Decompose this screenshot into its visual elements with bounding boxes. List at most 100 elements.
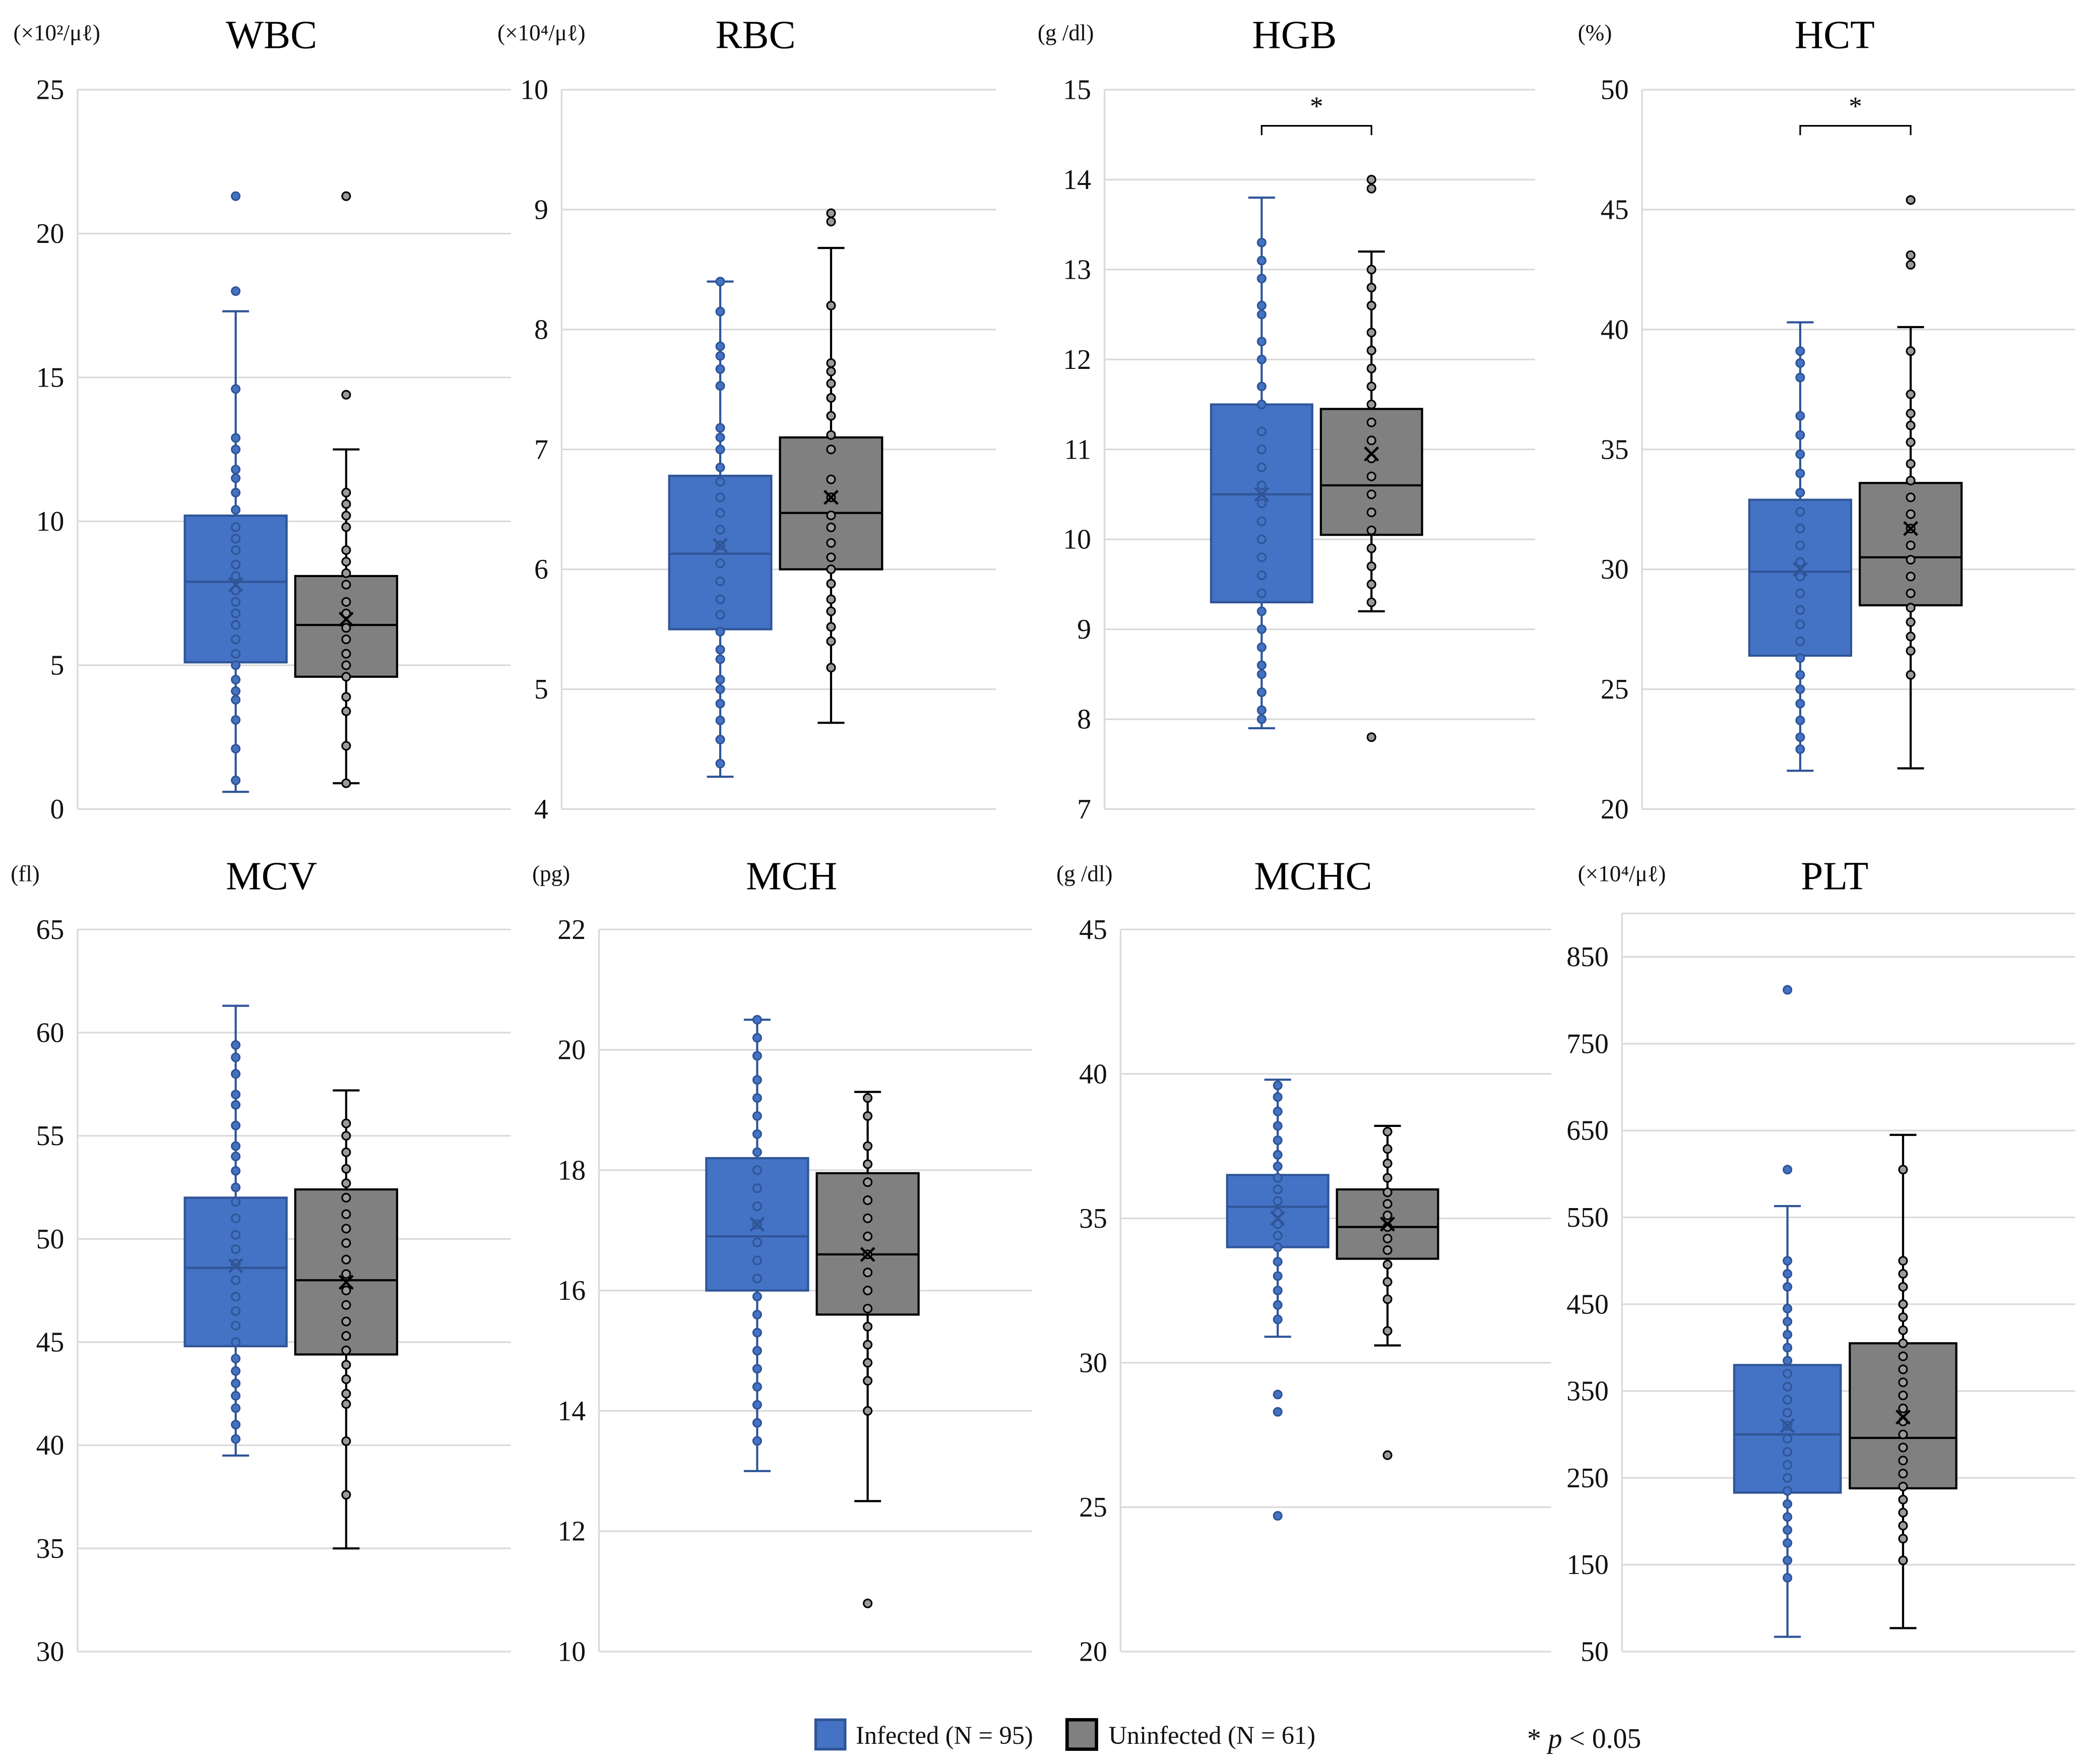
uninfected-data-point: [341, 522, 351, 532]
uninfected-data-point: [1898, 1364, 1908, 1374]
infected-data-point: [752, 1183, 762, 1193]
uninfected-data-point: [1898, 1403, 1908, 1414]
infected-data-point: [231, 1354, 241, 1364]
infected-data-point: [752, 1382, 762, 1392]
uninfected-data-point: [341, 692, 351, 702]
infected-data-point: [1783, 1330, 1793, 1340]
uninfected-data-point: [1366, 471, 1376, 481]
y-tick-label: 25: [1079, 1492, 1107, 1523]
infected-data-point: [715, 364, 725, 374]
mean-marker-stroke: [1792, 561, 1808, 577]
uninfected-data-point: [863, 1177, 873, 1187]
infected-data-point: [1256, 237, 1267, 247]
uninfected-data-point: [341, 1254, 351, 1265]
infected-data-point: [752, 1418, 762, 1428]
infected-data-point: [1273, 1081, 1283, 1091]
infected-data-point: [1256, 445, 1267, 455]
infected-data-point: [1795, 524, 1805, 534]
infected-data-point: [1795, 572, 1805, 582]
infected-data-point: [715, 423, 725, 433]
panel-wbc: WBC (×10²/μℓ) 0 5 10 15 20 25: [14, 13, 511, 825]
series-infected: [1210, 196, 1313, 729]
uninfected-data-point: [863, 1321, 873, 1332]
infected-data-point: [715, 576, 725, 586]
infected-data-point: [231, 1230, 241, 1240]
mean-marker: [228, 1258, 243, 1274]
infected-data-point: [1256, 337, 1267, 347]
infected-data-point: [752, 1291, 762, 1302]
infected-data-point: [1256, 498, 1267, 509]
infected-data-point: [1256, 480, 1267, 490]
uninfected-data-point: [1366, 382, 1376, 392]
infected-data-point: [1783, 1408, 1793, 1418]
infected-data-point: [1256, 624, 1267, 635]
y-axis-unit: (%): [1578, 20, 1612, 45]
uninfected-data-point: [1366, 363, 1376, 373]
uninfected-data-point: [1366, 417, 1376, 427]
significance-note: * p < 0.05: [1527, 1723, 1641, 1754]
uninfected-data-point: [1906, 588, 1916, 598]
infected-data-point: [1256, 570, 1267, 581]
y-tick-label: 55: [36, 1120, 65, 1152]
infected-data-point: [752, 1075, 762, 1085]
infected-data-point: [1795, 588, 1805, 598]
infected-data-point: [1795, 540, 1805, 550]
y-tick-label: 7: [1077, 794, 1091, 825]
infected-data-point: [231, 1052, 241, 1062]
y-tick-label: 12: [1063, 344, 1091, 375]
infected-data-point: [1783, 1434, 1793, 1444]
infected-data-point: [1273, 1300, 1283, 1310]
uninfected-data-point: [341, 556, 351, 566]
uninfected-data-point: [341, 1209, 351, 1219]
uninfected-data-point: [1366, 435, 1376, 446]
y-tick-label: 250: [1566, 1463, 1609, 1494]
infected-data-point: [1273, 1135, 1283, 1146]
infected-data-point: [752, 1328, 762, 1338]
uninfected-data-point: [341, 1389, 351, 1399]
y-tick-label: 9: [1077, 614, 1091, 645]
y-tick-label: 40: [1601, 314, 1629, 345]
infected-data-point: [1783, 1460, 1793, 1470]
y-tick-label: 4: [534, 794, 548, 825]
infected-data-point: [1256, 354, 1267, 364]
uninfected-data-point: [1898, 1507, 1908, 1518]
uninfected-data-point: [863, 1303, 873, 1313]
uninfected-data-point: [826, 379, 836, 389]
infected-data-point: [715, 306, 725, 317]
infected-data-point: [752, 1436, 762, 1446]
uninfected-data-point: [1906, 389, 1916, 399]
uninfected-data-point: [1366, 579, 1376, 589]
y-tick-label: 30: [1079, 1347, 1107, 1378]
infected-data-point: [1273, 1196, 1283, 1206]
infected-data-point: [1256, 606, 1267, 616]
uninfected-data-point: [1366, 174, 1376, 184]
uninfected-data-point: [1906, 408, 1916, 418]
uninfected-data-point: [341, 568, 351, 578]
uninfected-data-point: [341, 545, 351, 555]
infected-data-point: [231, 686, 241, 696]
significance-asterisk: *: [1849, 92, 1862, 121]
uninfected-data-point: [1898, 1256, 1908, 1266]
uninfected-data-point: [826, 474, 836, 484]
y-tick-label: 20: [36, 218, 65, 249]
infected-data-point: [1273, 1314, 1283, 1325]
panel-plt: PLT (×10⁴/μℓ) 50 150 250 350 450 550 650 750 850: [1566, 854, 2075, 1667]
infected-data-point: [231, 505, 241, 515]
y-tick-label: 25: [1601, 674, 1629, 705]
infected-data-point: [231, 571, 241, 581]
infected-data-point: [1783, 1499, 1793, 1509]
infected-data-point: [715, 558, 725, 569]
infected-data-point: [1273, 1407, 1283, 1417]
infected-data-point: [1256, 642, 1267, 652]
infected-data-point: [1256, 382, 1267, 392]
infected-data-point: [715, 341, 725, 351]
y-tick-label: 12: [557, 1516, 586, 1547]
mean-marker: [1895, 1409, 1911, 1425]
uninfected-data-point: [863, 1213, 873, 1223]
uninfected-data-point: [1906, 346, 1916, 356]
y-tick-label: 45: [1079, 914, 1107, 946]
legend-label-uninfected: Uninfected (N = 61): [1109, 1721, 1316, 1749]
infected-data-point: [231, 585, 241, 596]
infected-data-point: [1273, 1173, 1283, 1183]
